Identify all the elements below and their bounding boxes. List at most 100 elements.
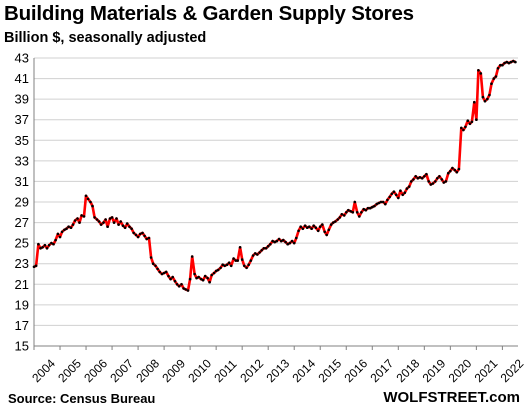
data-point	[407, 185, 411, 188]
data-point	[167, 274, 170, 278]
data-point	[507, 61, 511, 65]
data-point	[297, 229, 300, 233]
x-tick-label: 2012	[237, 356, 266, 385]
data-point	[95, 218, 99, 221]
data-point	[425, 172, 428, 176]
data-point	[221, 263, 224, 267]
data-point	[260, 249, 264, 252]
data-point	[321, 223, 324, 226]
data-point	[308, 225, 311, 228]
data-point	[71, 223, 75, 226]
data-point	[451, 166, 454, 170]
data-point	[401, 193, 405, 197]
data-point	[238, 246, 242, 249]
data-point	[151, 262, 155, 266]
data-point	[63, 228, 66, 232]
data-point	[427, 180, 431, 183]
data-point	[160, 272, 164, 276]
data-point	[134, 233, 138, 237]
data-point	[282, 238, 285, 242]
data-point	[132, 231, 135, 235]
data-point	[384, 202, 387, 206]
data-point	[379, 200, 383, 204]
data-point	[488, 93, 491, 97]
y-tick-label: 31	[15, 174, 29, 189]
data-point	[405, 187, 409, 190]
x-tick-label: 2004	[29, 356, 58, 385]
data-point	[158, 270, 161, 274]
data-point	[197, 275, 200, 279]
data-point	[284, 240, 287, 244]
data-point	[342, 214, 346, 217]
data-point	[91, 204, 94, 208]
data-point	[420, 177, 424, 180]
data-point	[423, 175, 426, 178]
data-point	[431, 182, 435, 185]
x-tick-label: 2018	[394, 356, 423, 385]
data-point	[67, 225, 70, 228]
chart-subtitle: Billion $, seasonally adjusted	[4, 30, 207, 46]
data-point	[199, 277, 203, 281]
data-point	[32, 265, 36, 269]
data-point	[331, 221, 335, 224]
x-tick-label: 2013	[263, 356, 292, 385]
data-point	[440, 178, 444, 181]
data-point	[173, 279, 177, 283]
y-tick-label: 41	[15, 71, 29, 86]
data-point	[286, 242, 290, 246]
data-point	[494, 75, 498, 78]
data-point	[52, 242, 55, 246]
data-point	[236, 259, 239, 262]
data-point	[130, 227, 133, 230]
data-point	[368, 206, 372, 210]
data-point	[514, 60, 517, 64]
data-point	[336, 218, 340, 221]
data-point	[214, 269, 218, 273]
data-point	[468, 122, 472, 126]
data-point	[210, 273, 213, 277]
data-point	[45, 247, 49, 250]
data-point	[89, 200, 92, 204]
y-tick-label: 17	[15, 318, 29, 333]
data-point	[473, 100, 476, 104]
x-tick-label: 2009	[159, 356, 188, 385]
data-point	[490, 82, 493, 85]
data-point	[117, 223, 120, 226]
data-point	[138, 232, 142, 236]
data-point	[262, 247, 266, 250]
x-tick-label: 2005	[55, 356, 84, 385]
data-point	[54, 238, 57, 242]
data-point	[373, 204, 376, 208]
data-point	[418, 176, 422, 179]
data-point	[399, 189, 402, 192]
data-point	[290, 239, 294, 243]
x-tick-label: 2011	[211, 357, 239, 385]
data-point	[329, 223, 333, 226]
data-point	[162, 271, 166, 275]
data-point	[442, 181, 446, 184]
data-point	[73, 219, 77, 222]
data-point	[99, 223, 103, 226]
data-point	[76, 217, 79, 220]
data-point	[492, 77, 496, 80]
data-point	[509, 60, 513, 64]
x-tick-label: 2016	[341, 356, 370, 385]
data-point	[340, 213, 344, 216]
data-point	[358, 215, 361, 218]
data-point	[386, 198, 389, 202]
data-point	[108, 217, 112, 220]
data-point	[65, 227, 68, 230]
data-point	[186, 289, 190, 292]
y-tick-label: 27	[15, 215, 29, 230]
data-point	[318, 225, 322, 228]
data-point	[364, 208, 368, 212]
data-point	[381, 200, 385, 204]
y-tick-label: 29	[15, 195, 29, 210]
data-point	[80, 214, 83, 217]
data-point	[93, 216, 96, 219]
data-point	[212, 271, 216, 275]
y-tick-label: 33	[15, 153, 29, 168]
data-point	[86, 197, 90, 201]
data-point	[245, 266, 248, 270]
